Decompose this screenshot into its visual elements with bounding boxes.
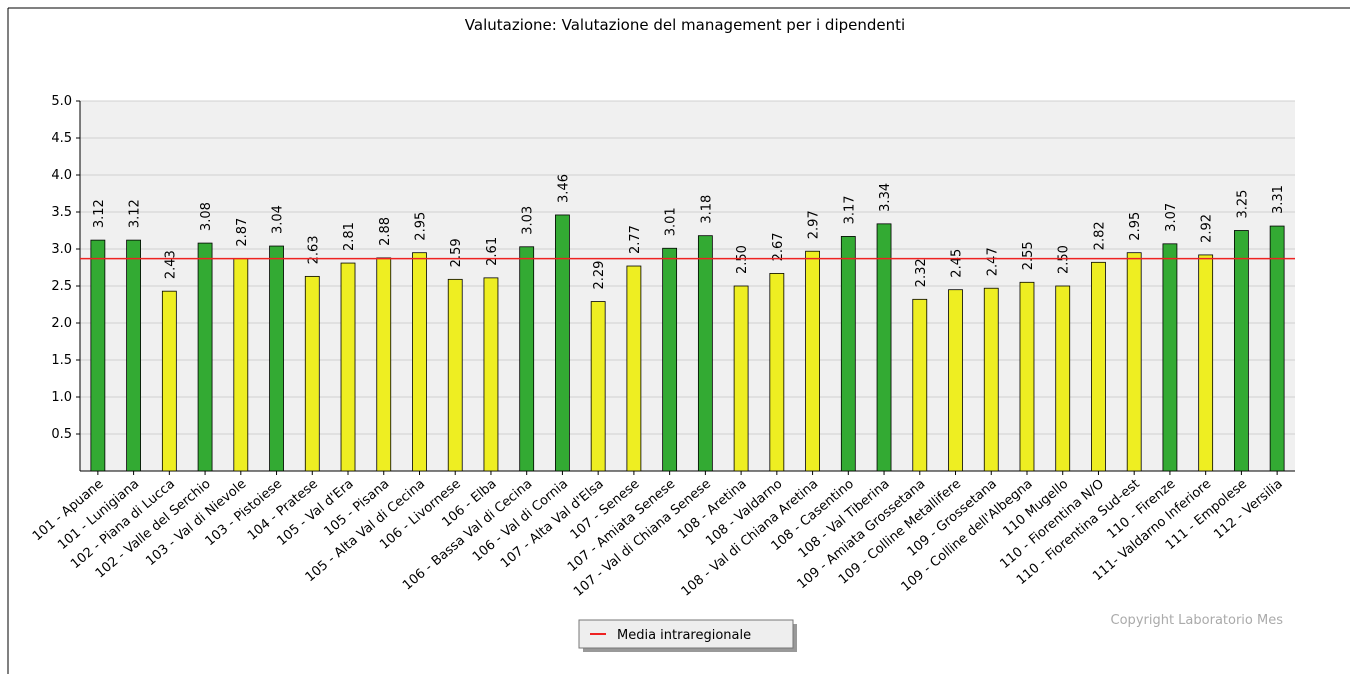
value-label: 3.08 (199, 202, 214, 231)
value-label: 3.46 (556, 174, 571, 203)
y-tick-label: 1.0 (51, 390, 72, 405)
value-label: 2.47 (985, 247, 1000, 276)
value-label: 2.32 (914, 258, 929, 287)
bar (840, 236, 856, 472)
y-tick-label: 3.5 (51, 205, 72, 220)
bar (876, 223, 892, 472)
value-label: 3.03 (521, 206, 536, 235)
value-label: 2.97 (807, 210, 822, 239)
bar (626, 265, 642, 472)
bar (1091, 261, 1106, 472)
bar (1233, 230, 1249, 472)
value-label: 2.45 (950, 249, 965, 278)
value-label: 2.82 (1092, 221, 1107, 250)
value-label: 2.81 (342, 222, 357, 251)
value-label: 3.18 (699, 195, 714, 224)
bar (412, 252, 427, 472)
value-label: 2.61 (485, 237, 500, 266)
legend-box (578, 619, 794, 649)
bar (1019, 281, 1035, 472)
bar (483, 277, 499, 472)
value-label: 2.29 (592, 261, 607, 290)
y-tick-label: 4.5 (51, 131, 72, 146)
value-label: 3.12 (128, 199, 143, 228)
y-tick-label: 2.0 (51, 316, 72, 331)
bar (197, 242, 213, 472)
value-label: 2.50 (1057, 245, 1072, 274)
chart-title: Valutazione: Valutazione del management … (465, 16, 905, 34)
value-label: 3.07 (1164, 203, 1179, 232)
bar (161, 290, 177, 472)
value-label: 3.17 (842, 195, 857, 224)
value-label: 2.43 (163, 250, 178, 279)
legend-label: Media intraregionale (617, 628, 751, 643)
y-tick-label: 4.0 (51, 168, 72, 183)
value-label: 3.34 (878, 183, 893, 212)
value-label: 2.77 (628, 225, 643, 254)
bar (1162, 243, 1178, 472)
value-label: 3.01 (664, 207, 679, 236)
value-label: 2.95 (1128, 212, 1143, 241)
bar (1269, 225, 1285, 472)
value-label: 2.50 (735, 245, 750, 274)
value-label: 3.04 (271, 205, 286, 234)
bar (126, 239, 142, 472)
y-tick-label: 3.0 (51, 242, 72, 257)
bar (769, 273, 785, 472)
bar (340, 262, 356, 472)
bar (983, 287, 999, 472)
value-label: 2.88 (378, 217, 393, 246)
bar (304, 275, 320, 472)
bar (376, 257, 392, 472)
bar (733, 285, 749, 472)
value-label: 2.59 (449, 238, 464, 267)
value-label: 2.67 (771, 232, 786, 261)
value-label: 3.31 (1271, 185, 1286, 214)
annotation: Copyright Laboratorio Mes (1111, 613, 1284, 628)
bar (1055, 285, 1071, 472)
y-tick-label: 0.5 (51, 427, 72, 442)
y-tick-label: 2.5 (51, 279, 72, 294)
bar (1198, 254, 1214, 472)
value-label: 2.87 (235, 218, 250, 247)
bar (269, 245, 284, 472)
y-tick-label: 1.5 (51, 353, 72, 368)
value-label: 2.63 (306, 235, 321, 264)
bar (697, 235, 713, 472)
bar (912, 298, 928, 472)
value-label: 2.55 (1021, 241, 1036, 270)
y-tick-label: 5.0 (51, 94, 72, 109)
bar (90, 239, 106, 472)
value-label: 2.92 (1200, 214, 1215, 243)
bar (662, 247, 678, 472)
value-label: 2.95 (413, 212, 428, 241)
bar (447, 278, 463, 472)
bar (1126, 252, 1142, 472)
bar (555, 214, 570, 472)
bar (590, 301, 606, 472)
value-label: 3.25 (1235, 190, 1250, 219)
value-label: 3.12 (92, 199, 107, 228)
bar (805, 250, 820, 472)
bar (233, 258, 249, 472)
bar (948, 289, 963, 472)
bar (519, 246, 535, 472)
